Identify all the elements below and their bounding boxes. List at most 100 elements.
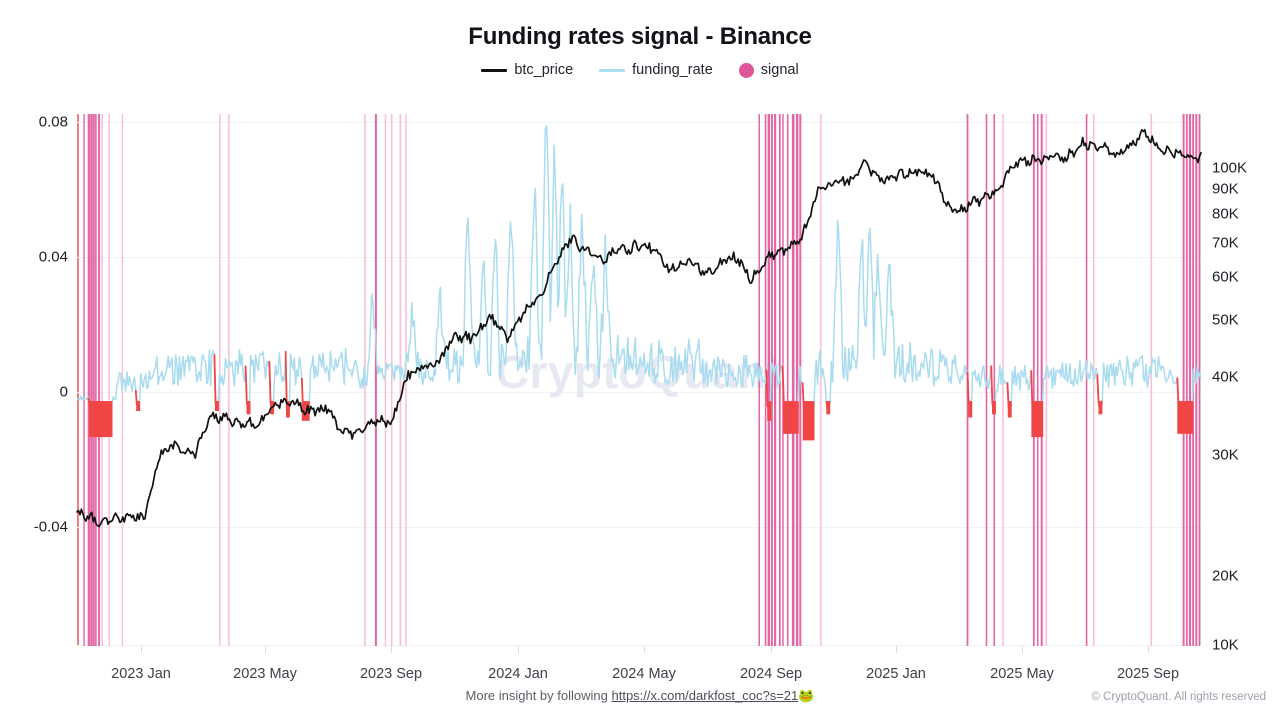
signal-marker bbox=[1036, 114, 1039, 646]
signal-marker bbox=[1150, 114, 1153, 646]
y-right-tick-50K: 50K bbox=[1212, 311, 1239, 329]
signal-marker bbox=[1040, 114, 1043, 646]
signal-marker bbox=[774, 114, 777, 646]
x-tickmark bbox=[518, 646, 519, 653]
copyright-notice: © CryptoQuant. All rights reserved bbox=[1091, 691, 1266, 703]
y-left-tick-0: 0 bbox=[59, 383, 68, 401]
signal-marker bbox=[786, 114, 789, 646]
signal-marker bbox=[108, 114, 110, 646]
y-right-tick-30K: 30K bbox=[1212, 446, 1239, 464]
signal-marker bbox=[228, 114, 230, 646]
gridline-0.04 bbox=[77, 257, 1201, 258]
funding-rate-negative-segment bbox=[990, 365, 994, 405]
signal-marker bbox=[90, 114, 93, 646]
x-tick-2024-Sep: 2024 Sep bbox=[739, 666, 803, 682]
funding-rate-negative-band bbox=[802, 401, 815, 441]
y-right-tick-40K: 40K bbox=[1212, 368, 1239, 386]
funding-rate-negative-band bbox=[215, 401, 219, 411]
funding-rate-negative-band bbox=[1098, 401, 1103, 415]
legend-item-signal[interactable]: signal bbox=[738, 62, 799, 78]
signal-marker bbox=[791, 114, 795, 646]
signal-marker bbox=[1188, 114, 1192, 646]
x-tick-2024-May: 2024 May bbox=[612, 666, 676, 682]
plot-area: CryptoQuant bbox=[76, 114, 1202, 646]
x-tickmark bbox=[391, 646, 392, 653]
y-left-tick--0.04: -0.04 bbox=[33, 518, 68, 536]
page-title: Funding rates signal - Binance bbox=[468, 23, 812, 50]
funding-rate-line-swatch bbox=[599, 68, 626, 72]
y-right-tick-90K: 90K bbox=[1212, 180, 1239, 198]
btc-price-line-swatch bbox=[481, 68, 508, 72]
signal-marker bbox=[399, 114, 402, 646]
x-axis-labels: 2023 Jan 2023 May 2023 Sep 2024 Jan 2024 May… bbox=[0, 666, 1280, 690]
chart-legend: btc_price funding_rate signal bbox=[0, 62, 1280, 78]
funding-rate-negative-segment bbox=[268, 361, 272, 404]
gridline-0 bbox=[77, 392, 1201, 393]
funding-rate-negative-band bbox=[246, 401, 251, 415]
funding-rate-negative-segment bbox=[781, 365, 785, 408]
legend-item-btc-price[interactable]: btc_price bbox=[481, 62, 573, 78]
signal-marker bbox=[83, 114, 85, 646]
footer-note: More insight by following https://x.com/… bbox=[0, 688, 1280, 704]
x-tick-2023-May: 2023 May bbox=[233, 666, 297, 682]
funding-rate-negative-band bbox=[286, 401, 290, 418]
signal-markers bbox=[83, 114, 1201, 646]
y-right-tick-80K: 80K bbox=[1212, 205, 1239, 223]
plot-right-border bbox=[1200, 114, 1201, 646]
signal-marker bbox=[1032, 114, 1035, 646]
signal-marker bbox=[101, 114, 103, 646]
signal-marker bbox=[1182, 114, 1185, 646]
x-tickmark bbox=[644, 646, 645, 653]
signal-marker bbox=[770, 114, 773, 646]
signal-marker bbox=[795, 114, 799, 646]
y-right-tick-10K: 10K bbox=[1212, 636, 1239, 654]
x-tick-2024-Jan: 2024 Jan bbox=[488, 666, 548, 682]
footer-link[interactable]: https://x.com/darkfost_coc?s=21 bbox=[611, 688, 799, 703]
signal-marker bbox=[374, 114, 377, 646]
y-left-tick-0.04: 0.04 bbox=[38, 248, 68, 266]
frog-icon: 🐸 bbox=[798, 688, 815, 703]
funding-rate-negative-segment bbox=[966, 371, 970, 405]
signal-marker bbox=[1198, 114, 1201, 646]
signal-marker bbox=[1085, 114, 1088, 646]
funding-rate-negative-segment bbox=[765, 369, 769, 408]
btc-price-line bbox=[76, 128, 1202, 528]
funding-rate-negative-band bbox=[826, 401, 831, 415]
legend-item-funding-rate[interactable]: funding_rate bbox=[599, 62, 713, 78]
funding-rate-negative-segment bbox=[1176, 377, 1180, 406]
legend-label-funding-rate: funding_rate bbox=[632, 62, 713, 78]
signal-marker bbox=[1045, 114, 1048, 646]
gridline-0.08 bbox=[77, 122, 1201, 123]
x-tickmark bbox=[896, 646, 897, 653]
funding-rate-negative-band bbox=[1031, 401, 1044, 438]
funding-rate-negative-band bbox=[1007, 401, 1012, 418]
funding-rate-negative-band bbox=[88, 401, 113, 438]
plot-left-border bbox=[77, 114, 79, 646]
signal-marker bbox=[98, 114, 101, 646]
signal-marker bbox=[87, 114, 90, 646]
funding-rate-negative-segment bbox=[284, 351, 288, 408]
footer-note-prefix: More insight by following bbox=[465, 688, 612, 703]
signal-marker bbox=[820, 114, 822, 646]
gridline-bottom bbox=[77, 645, 1201, 646]
signal-marker bbox=[384, 114, 387, 646]
signal-dot-swatch bbox=[738, 62, 754, 78]
y-right-tick-70K: 70K bbox=[1212, 234, 1239, 252]
x-tick-2025-Sep: 2025 Sep bbox=[1116, 666, 1180, 682]
y-left-tick-0.08: 0.08 bbox=[38, 113, 68, 131]
funding-rate-negative-band bbox=[1177, 401, 1194, 434]
x-tickmark bbox=[1022, 646, 1023, 653]
gridline--0.04 bbox=[77, 527, 1201, 528]
legend-label-btc-price: btc_price bbox=[514, 62, 574, 78]
chart-series-svg bbox=[76, 114, 1202, 646]
signal-marker bbox=[1185, 114, 1188, 646]
x-tickmark bbox=[141, 646, 142, 653]
funding-rate-line bbox=[76, 125, 1202, 436]
x-tickmark bbox=[265, 646, 266, 653]
funding-rate-negative-band bbox=[992, 401, 996, 415]
x-tick-2025-Jan: 2025 Jan bbox=[866, 666, 926, 682]
y-right-tick-60K: 60K bbox=[1212, 268, 1239, 286]
y-right-tick-100K: 100K bbox=[1212, 159, 1248, 177]
legend-label-signal: signal bbox=[760, 62, 799, 78]
